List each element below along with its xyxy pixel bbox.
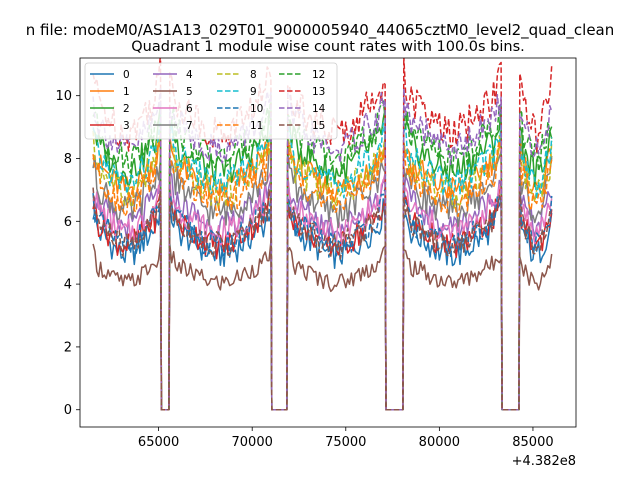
x-tick-label: 85000 (512, 435, 553, 450)
legend-label-7: 7 (186, 120, 193, 132)
chart-title: Quadrant 1 module wise count rates with … (131, 39, 525, 55)
legend-label-13: 13 (312, 86, 325, 98)
legend-label-0: 0 (123, 69, 130, 81)
legend-label-3: 3 (123, 120, 130, 132)
y-tick-label: 0 (64, 403, 72, 418)
legend-label-11: 11 (250, 120, 263, 132)
legend-label-10: 10 (250, 103, 263, 115)
legend-label-14: 14 (312, 103, 326, 115)
legend-label-5: 5 (186, 86, 193, 98)
legend-label-12: 12 (312, 69, 325, 81)
legend-label-1: 1 (123, 86, 130, 98)
y-tick-label: 10 (55, 89, 72, 104)
legend-label-2: 2 (123, 103, 130, 115)
y-tick-label: 6 (64, 215, 72, 230)
y-tick-label: 8 (64, 152, 72, 167)
series-line-15 (92, 187, 553, 411)
legend-label-15: 15 (312, 120, 325, 132)
legend-label-4: 4 (186, 69, 193, 81)
x-tick-label: 80000 (419, 435, 460, 450)
y-axis: 0 2 4 6 8 10 (55, 89, 80, 418)
figure-suptitle: n file: modeM0/AS1A13_029T01_9000005940_… (26, 21, 615, 40)
x-tick-label: 75000 (325, 435, 366, 450)
y-tick-label: 4 (64, 278, 72, 293)
legend-label-9: 9 (250, 86, 257, 98)
axes-frame (79, 57, 577, 428)
legend-box (84, 62, 338, 140)
x-tick-label: 70000 (232, 435, 273, 450)
x-offset-label: +4.382e8 (512, 454, 576, 469)
legend-label-6: 6 (186, 103, 193, 115)
x-tick-label: 65000 (138, 435, 179, 450)
x-axis: 65000 70000 75000 80000 85000 (138, 427, 554, 450)
y-tick-label: 2 (64, 340, 72, 355)
legend-label-8: 8 (250, 69, 257, 81)
